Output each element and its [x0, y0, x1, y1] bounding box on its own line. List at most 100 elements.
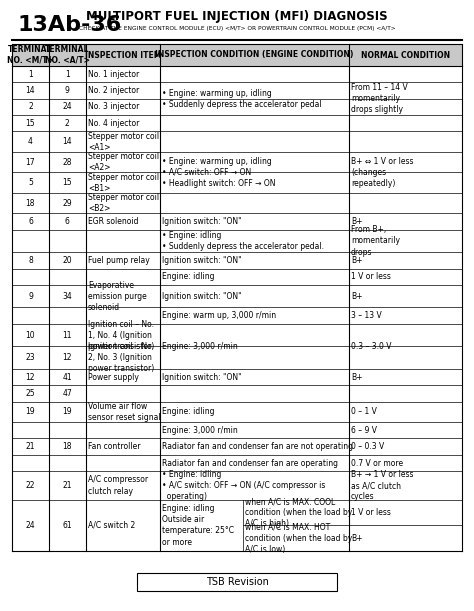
- Text: CHECK AT THE ENGINE CONTROL MODULE (ECU) <M/T> OR POWERTRAIN CONTROL MODULE (PCM: CHECK AT THE ENGINE CONTROL MODULE (ECU)…: [79, 26, 395, 31]
- Text: TSB Revision: TSB Revision: [206, 577, 268, 587]
- Text: 11: 11: [63, 331, 72, 340]
- Text: 8: 8: [28, 256, 33, 265]
- Bar: [137, 573, 337, 591]
- Text: A/C switch 2: A/C switch 2: [88, 521, 135, 530]
- Text: Evaporative
emission purge
solenoid: Evaporative emission purge solenoid: [88, 280, 146, 312]
- Text: 28: 28: [63, 158, 72, 167]
- Text: Engine: warm up, 3,000 r/min: Engine: warm up, 3,000 r/min: [162, 311, 276, 320]
- Bar: [12, 44, 462, 66]
- Text: 0 – 0.3 V: 0 – 0.3 V: [351, 442, 384, 451]
- Text: Radiator fan and condenser fan are operating: Radiator fan and condenser fan are opera…: [162, 458, 338, 467]
- Text: 9: 9: [65, 86, 70, 95]
- Text: 10: 10: [26, 331, 35, 340]
- Text: 12: 12: [63, 353, 72, 362]
- Text: 41: 41: [63, 373, 72, 381]
- Text: 1: 1: [65, 70, 70, 79]
- Text: when A/C is MAX. COOL
condition (when the load by
A/C is high): when A/C is MAX. COOL condition (when th…: [245, 497, 353, 529]
- Text: Volume air flow
sensor reset signal: Volume air flow sensor reset signal: [88, 402, 160, 422]
- Text: Ignition switch: "ON": Ignition switch: "ON": [162, 256, 242, 265]
- Text: 0 – 1 V: 0 – 1 V: [351, 408, 377, 416]
- Text: From B+,
momentarily
drops: From B+, momentarily drops: [351, 225, 400, 257]
- Text: Fuel pump relay: Fuel pump relay: [88, 256, 150, 265]
- Text: 24: 24: [63, 103, 72, 111]
- Text: 14: 14: [63, 137, 72, 146]
- Text: • Engine: idling
• A/C switch: OFF → ON (A/C compressor is
  operating): • Engine: idling • A/C switch: OFF → ON …: [162, 470, 326, 501]
- Text: B+ → 1 V or less
as A/C clutch
cycles: B+ → 1 V or less as A/C clutch cycles: [351, 470, 413, 501]
- Text: B+: B+: [351, 291, 363, 301]
- Text: B+: B+: [351, 217, 363, 226]
- Text: 13Ab-36: 13Ab-36: [18, 15, 122, 35]
- Text: Ignition switch: "ON": Ignition switch: "ON": [162, 217, 242, 226]
- Text: No. 3 injector: No. 3 injector: [88, 103, 139, 111]
- Text: 20: 20: [63, 256, 72, 265]
- Text: 23: 23: [26, 353, 35, 362]
- Text: Ignition coil – No.
1, No. 4 (Ignition
power transistor): Ignition coil – No. 1, No. 4 (Ignition p…: [88, 320, 154, 351]
- Text: 61: 61: [63, 521, 72, 530]
- Text: Engine: 3,000 r/min: Engine: 3,000 r/min: [162, 342, 238, 351]
- Text: Engine: idling: Engine: idling: [162, 408, 215, 416]
- Text: 2: 2: [28, 103, 33, 111]
- Text: INSPECTION CONDITION (ENGINE CONDITION): INSPECTION CONDITION (ENGINE CONDITION): [155, 51, 354, 59]
- Text: No. 2 injector: No. 2 injector: [88, 86, 139, 95]
- Text: 14: 14: [26, 86, 35, 95]
- Text: when A/C is MAX. HOT
condition (when the load by
A/C is low): when A/C is MAX. HOT condition (when the…: [245, 522, 353, 554]
- Text: 29: 29: [63, 199, 72, 208]
- Text: 1 V or less: 1 V or less: [351, 508, 391, 517]
- Text: INSPECTION ITEM: INSPECTION ITEM: [85, 51, 161, 59]
- Text: B+: B+: [351, 256, 363, 265]
- Text: B+: B+: [351, 534, 363, 543]
- Text: 3 – 13 V: 3 – 13 V: [351, 311, 382, 320]
- Text: 18: 18: [63, 442, 72, 451]
- Text: 24: 24: [26, 521, 35, 530]
- Text: No. 4 injector: No. 4 injector: [88, 119, 139, 128]
- Text: Stepper motor coil
<B2>: Stepper motor coil <B2>: [88, 193, 159, 213]
- Text: NORMAL CONDITION: NORMAL CONDITION: [361, 51, 450, 59]
- Text: 21: 21: [63, 481, 72, 490]
- Text: Radiator fan and condenser fan are not operating: Radiator fan and condenser fan are not o…: [162, 442, 353, 451]
- Text: Engine: 3,000 r/min: Engine: 3,000 r/min: [162, 426, 238, 435]
- Text: MULTIPORT FUEL INJECTION (MFI) DIAGNOSIS: MULTIPORT FUEL INJECTION (MFI) DIAGNOSIS: [86, 10, 388, 23]
- Text: Stepper motor coil
<A1>: Stepper motor coil <A1>: [88, 131, 159, 152]
- Text: TERMINAL
NO. <M/T>: TERMINAL NO. <M/T>: [7, 45, 54, 65]
- Text: Ignition switch: "ON": Ignition switch: "ON": [162, 373, 242, 381]
- Text: 25: 25: [26, 389, 35, 398]
- Text: B+: B+: [351, 373, 363, 381]
- Text: 1: 1: [28, 70, 33, 79]
- Text: 0.7 V or more: 0.7 V or more: [351, 458, 403, 467]
- Text: Stepper motor coil
<A2>: Stepper motor coil <A2>: [88, 152, 159, 172]
- Text: 17: 17: [26, 158, 35, 167]
- Text: Engine: idling: Engine: idling: [162, 273, 215, 281]
- Text: From 11 – 14 V
momentarily
drops slightly: From 11 – 14 V momentarily drops slightl…: [351, 83, 408, 114]
- Text: 6 – 9 V: 6 – 9 V: [351, 426, 377, 435]
- Text: 9: 9: [28, 291, 33, 301]
- Text: • Engine: warming up, idling
• A/C switch: OFF → ON
• Headlight switch: OFF → ON: • Engine: warming up, idling • A/C switc…: [162, 157, 275, 188]
- Text: 34: 34: [63, 291, 72, 301]
- Text: Stepper motor coil
<B1>: Stepper motor coil <B1>: [88, 172, 159, 192]
- Text: TERMINAL
NO. <A/T>: TERMINAL NO. <A/T>: [45, 45, 90, 65]
- Text: 47: 47: [63, 389, 72, 398]
- Text: 4: 4: [28, 137, 33, 146]
- Text: B+ ⇔ 1 V or less
(changes
repeatedly): B+ ⇔ 1 V or less (changes repeatedly): [351, 157, 413, 188]
- Text: 22: 22: [26, 481, 35, 490]
- Text: 15: 15: [26, 119, 35, 128]
- Text: 19: 19: [63, 408, 72, 416]
- Text: 6: 6: [28, 217, 33, 226]
- Text: Power supply: Power supply: [88, 373, 139, 381]
- Text: Engine: idling
Outside air
temperature: 25°C
or more: Engine: idling Outside air temperature: …: [162, 504, 234, 547]
- Text: 21: 21: [26, 442, 35, 451]
- Text: 18: 18: [26, 199, 35, 208]
- Text: 5: 5: [28, 178, 33, 187]
- Text: 15: 15: [63, 178, 72, 187]
- Text: Ignition switch: "ON": Ignition switch: "ON": [162, 291, 242, 301]
- Text: 0.3 – 3.0 V: 0.3 – 3.0 V: [351, 342, 392, 351]
- Text: • Engine: warming up, idling
• Suddenly depress the accelerator pedal: • Engine: warming up, idling • Suddenly …: [162, 89, 322, 109]
- Text: 2: 2: [65, 119, 70, 128]
- Text: Ignition coil – No.
2, No. 3 (Ignition
power transistor): Ignition coil – No. 2, No. 3 (Ignition p…: [88, 342, 154, 373]
- Text: 19: 19: [26, 408, 35, 416]
- Text: 12: 12: [26, 373, 35, 381]
- Text: No. 1 injector: No. 1 injector: [88, 70, 139, 79]
- Text: • Engine: idling
• Suddenly depress the accelerator pedal.: • Engine: idling • Suddenly depress the …: [162, 231, 324, 251]
- Text: 6: 6: [65, 217, 70, 226]
- Text: EGR solenoid: EGR solenoid: [88, 217, 138, 226]
- Text: 1 V or less: 1 V or less: [351, 273, 391, 281]
